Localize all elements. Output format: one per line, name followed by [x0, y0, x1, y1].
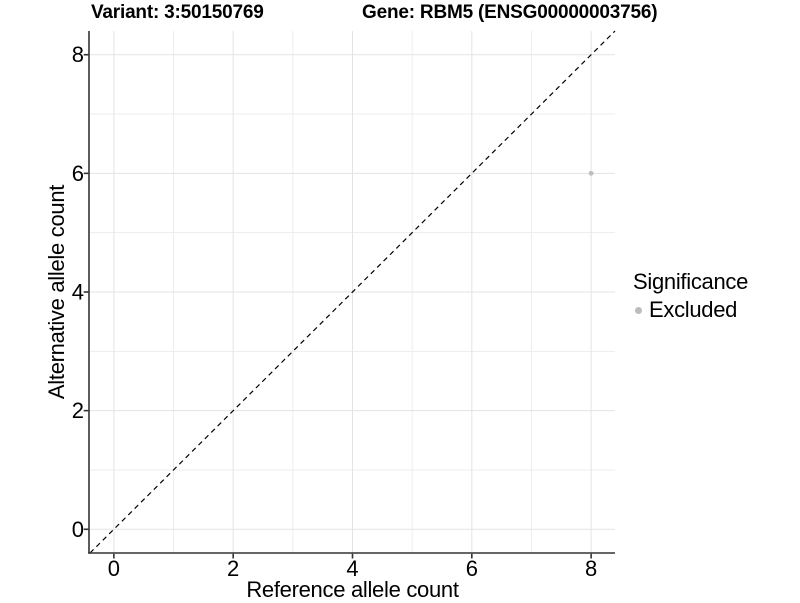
data-points [588, 170, 594, 176]
legend-point-icon [635, 306, 642, 314]
y-tick-label: 0 [72, 517, 84, 542]
x-axis-title: Reference allele count [246, 577, 459, 602]
x-tick-label: 4 [346, 556, 358, 581]
legend-item-label: Excluded [649, 297, 738, 322]
axis-lines [88, 31, 615, 554]
legend: Significance Excluded [633, 269, 748, 323]
variant-title: Variant: 3:50150769 [91, 2, 264, 23]
y-tick-label: 8 [72, 42, 84, 67]
scatter-point [588, 170, 594, 176]
x-tick-label: 8 [585, 556, 597, 581]
x-tick-label: 2 [227, 556, 239, 581]
tick-marks [83, 53, 592, 559]
x-tick-label: 6 [466, 556, 478, 581]
tick-labels: 0 2 4 6 8 0 2 4 6 8 [72, 42, 598, 581]
identity-reference-line [89, 30, 616, 554]
y-tick-label: 4 [72, 280, 84, 305]
y-tick-label: 2 [72, 398, 84, 423]
x-tick-label: 0 [108, 556, 120, 581]
legend-title: Significance [633, 269, 749, 294]
dashed-identity-line [89, 30, 616, 554]
legend-item-excluded: Excluded [633, 297, 748, 323]
y-tick-label: 6 [72, 161, 84, 186]
y-axis-title: Alternative allele count [44, 184, 69, 400]
gene-title: Gene: RBM5 (ENSG00000003756) [362, 2, 658, 23]
